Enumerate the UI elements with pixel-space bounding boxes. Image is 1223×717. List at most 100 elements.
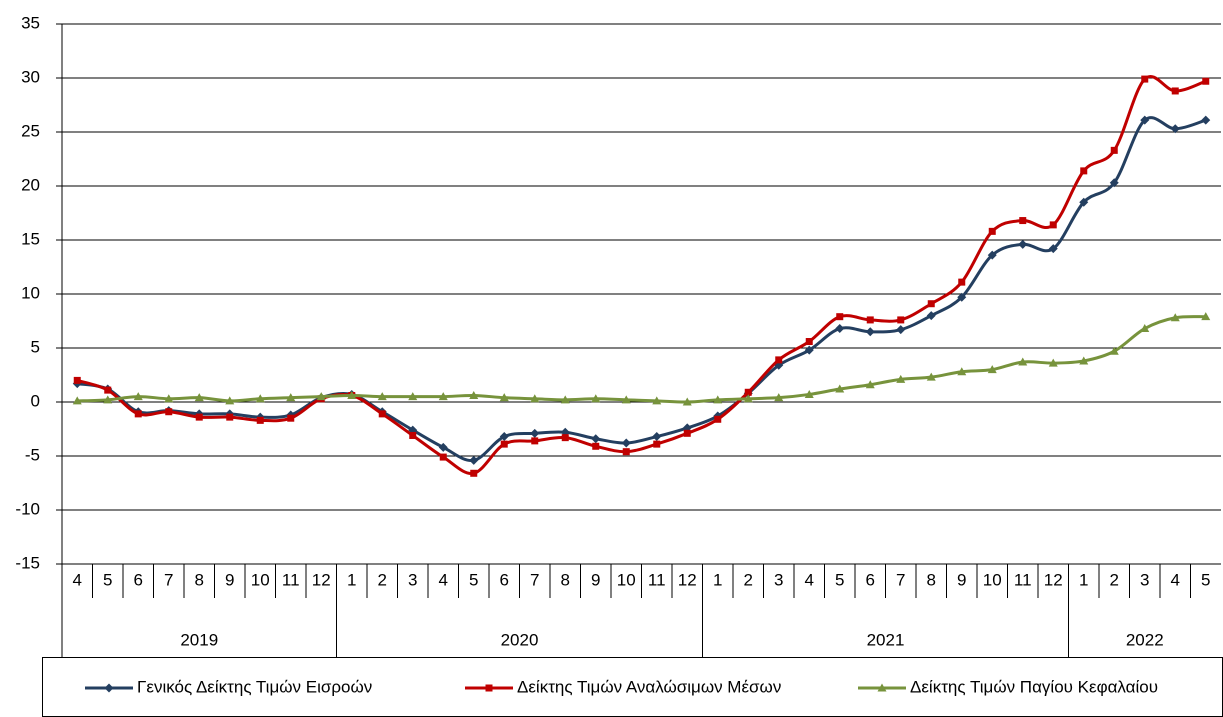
x-tick-label: 2: [1110, 570, 1119, 589]
x-tick-label: 3: [1140, 570, 1149, 589]
y-tick-label: 15: [21, 229, 40, 248]
series-line: [76, 116, 1207, 462]
point: [774, 393, 784, 402]
x-tick-label: 7: [530, 570, 539, 589]
point: [530, 394, 540, 403]
x-tick-label: 11: [648, 570, 666, 589]
point: [1171, 87, 1179, 95]
y-tick-label: 5: [31, 337, 40, 356]
x-tick-label: 12: [1044, 570, 1063, 589]
year-label: 2020: [501, 630, 539, 649]
x-tick-label: 6: [866, 570, 875, 589]
point: [1018, 239, 1028, 249]
point: [652, 396, 662, 405]
point: [1079, 197, 1089, 207]
x-tick-label: 5: [103, 570, 112, 589]
point: [1201, 312, 1211, 321]
point: [1018, 357, 1028, 366]
point: [499, 393, 509, 402]
point: [103, 395, 113, 404]
point: [1170, 313, 1180, 322]
point: [1140, 324, 1150, 333]
point: [1048, 244, 1058, 254]
point: [835, 324, 845, 334]
point: [287, 414, 295, 422]
x-tick-label: 4: [1171, 570, 1180, 589]
point: [104, 683, 114, 693]
point: [408, 392, 418, 401]
point: [286, 393, 296, 402]
point: [957, 367, 967, 376]
point: [621, 438, 631, 448]
legend-label: Δείκτης Τιμών Παγίου Κεφαλαίου: [910, 677, 1158, 696]
x-tick-label: 11: [1014, 570, 1032, 589]
point: [500, 440, 508, 448]
x-tick-label: 10: [617, 570, 636, 589]
point: [316, 392, 326, 401]
point: [560, 395, 570, 404]
point: [485, 684, 493, 692]
point: [591, 394, 601, 403]
x-tick-label: 12: [678, 570, 697, 589]
point: [927, 300, 935, 308]
point: [683, 429, 691, 437]
point: [438, 392, 448, 401]
point: [1170, 124, 1180, 134]
point: [926, 311, 936, 321]
point: [865, 380, 875, 389]
y-tick-label: -15: [15, 553, 40, 572]
y-tick-label: 0: [31, 391, 40, 410]
point: [987, 365, 997, 374]
x-tick-label: 10: [251, 570, 270, 589]
point: [469, 391, 479, 400]
x-tick-label: 8: [927, 570, 936, 589]
point: [561, 434, 569, 442]
x-tick-label: 1: [713, 570, 722, 589]
point: [226, 413, 234, 421]
point: [1080, 167, 1088, 175]
point: [499, 432, 509, 442]
point: [896, 374, 906, 383]
x-tick-label: 8: [561, 570, 570, 589]
y-tick-label: 30: [21, 67, 40, 86]
point: [409, 431, 417, 439]
point: [622, 448, 630, 456]
x-tick-label: 4: [73, 570, 82, 589]
y-tick-label: -5: [25, 445, 40, 464]
point: [713, 395, 723, 404]
point: [926, 372, 936, 381]
point: [378, 410, 386, 418]
point: [1201, 115, 1211, 125]
point: [1140, 115, 1150, 125]
point: [133, 392, 143, 401]
x-tick-label: 4: [439, 570, 448, 589]
point: [877, 683, 887, 692]
x-tick-label: 6: [500, 570, 509, 589]
year-label: 2022: [1126, 630, 1164, 649]
x-tick-label: 7: [896, 570, 905, 589]
y-tick-label: 35: [21, 13, 40, 32]
point: [104, 386, 112, 394]
point: [682, 397, 692, 406]
point: [1141, 75, 1149, 83]
x-tick-label: 5: [1201, 570, 1210, 589]
point: [72, 396, 82, 405]
x-tick-label: 2: [744, 570, 753, 589]
legend-label: Δείκτης Τιμών Αναλώσιμων Μέσων: [517, 677, 781, 696]
point: [1109, 178, 1119, 188]
point: [653, 440, 661, 448]
y-tick-label: -10: [15, 499, 40, 518]
point: [194, 393, 204, 402]
point: [957, 292, 967, 302]
y-tick-label: 10: [21, 283, 40, 302]
point: [865, 327, 875, 337]
x-tick-label: 9: [225, 570, 234, 589]
x-tick-label: 4: [805, 570, 814, 589]
point: [835, 384, 845, 393]
point: [775, 356, 783, 364]
point: [591, 434, 601, 444]
point: [134, 410, 142, 418]
point: [165, 408, 173, 416]
point: [744, 388, 752, 396]
point: [714, 415, 722, 423]
